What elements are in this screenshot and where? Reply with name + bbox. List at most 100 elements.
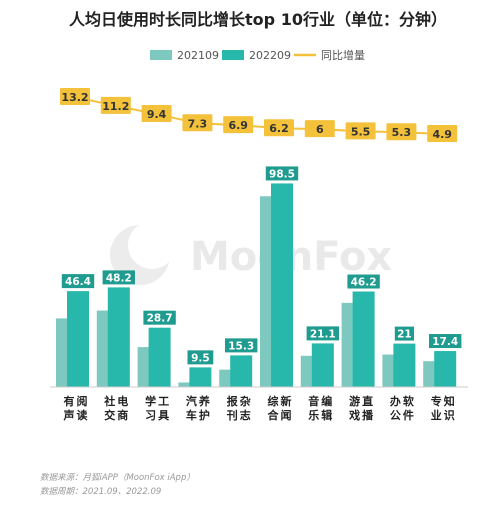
category-char: 养 bbox=[198, 394, 211, 408]
bar-202209 bbox=[271, 183, 293, 387]
growth-marker bbox=[264, 119, 294, 137]
bar-202109 bbox=[137, 347, 151, 387]
value-label: 46.4 bbox=[65, 276, 91, 288]
category-char: 工 bbox=[158, 395, 169, 408]
category-group: 48.2 bbox=[96, 270, 135, 387]
category-group: 9.5 bbox=[178, 350, 214, 387]
bar-202109 bbox=[96, 310, 110, 387]
value-label-bg bbox=[394, 326, 414, 341]
category-char: 有 bbox=[64, 394, 75, 408]
growth-marker bbox=[100, 96, 131, 114]
value-label: 15.3 bbox=[228, 340, 254, 352]
category-char: 护 bbox=[199, 408, 210, 422]
value-label: 21.1 bbox=[310, 328, 336, 340]
category-char: 合 bbox=[268, 408, 280, 422]
value-label-bg bbox=[265, 166, 299, 181]
bar-202109 bbox=[56, 318, 69, 387]
category-char: 交 bbox=[104, 408, 115, 422]
footnote-period: 数据周期：2021.09、2022.09 bbox=[40, 486, 161, 497]
bar-202209 bbox=[230, 355, 253, 387]
category-group: 28.7 bbox=[137, 310, 176, 387]
bar-202209 bbox=[67, 291, 89, 387]
footnotes: 数据来源：月狐iAPP（MoonFox iApp） 数据周期：2021.09、2… bbox=[40, 472, 195, 497]
growth-value: 7.3 bbox=[188, 117, 208, 130]
category-char: 编 bbox=[321, 394, 332, 408]
value-label-bg bbox=[187, 350, 214, 365]
growth-value: 5.5 bbox=[351, 125, 371, 138]
legend: 202109 202209 同比增量 bbox=[150, 48, 365, 62]
growth-value: 6.9 bbox=[228, 119, 248, 132]
category-char: 件 bbox=[403, 408, 414, 422]
legend-label-curr: 202209 bbox=[249, 49, 291, 62]
growth-value: 5.3 bbox=[392, 126, 412, 139]
legend-label-growth: 同比增量 bbox=[321, 48, 365, 62]
bar-202109 bbox=[260, 196, 273, 387]
bar-202209 bbox=[148, 327, 171, 387]
growth-value: 11.2 bbox=[102, 100, 129, 113]
growth-line-layer: 13.2 11.2 9.4 7.3 6.9 6.2 6 5.5 5.3 4.9 bbox=[60, 88, 458, 142]
category-group: 21.1 bbox=[300, 326, 339, 387]
bars-layer: 46.4 48.2 28.7 9.5 15.3 98.5 21.1 46.2 21 17.4 bbox=[56, 166, 462, 387]
legend-item-curr: 202209 bbox=[222, 49, 291, 62]
category-group: 17.4 bbox=[423, 334, 462, 387]
category-group: 46.4 bbox=[56, 274, 95, 387]
category-char: 商 bbox=[117, 408, 128, 422]
growth-marker bbox=[386, 123, 417, 141]
category-char: 报 bbox=[227, 394, 239, 408]
value-label-bg bbox=[347, 274, 380, 289]
category-char: 车 bbox=[186, 408, 197, 422]
growth-value: 13.2 bbox=[61, 91, 88, 104]
growth-marker bbox=[141, 104, 172, 122]
value-label: 17.4 bbox=[432, 336, 458, 348]
bar-202209 bbox=[311, 343, 334, 387]
bar-202109 bbox=[219, 369, 233, 387]
value-label: 9.5 bbox=[191, 352, 210, 364]
value-label: 46.2 bbox=[351, 277, 377, 289]
category-char: 习 bbox=[145, 409, 156, 422]
category-group: 98.5 bbox=[260, 166, 299, 387]
growth-line bbox=[74, 96, 443, 135]
bar-202209 bbox=[107, 287, 130, 387]
category-char: 专 bbox=[431, 394, 442, 408]
category-char: 戏 bbox=[348, 408, 360, 422]
category-group: 46.2 bbox=[341, 274, 380, 387]
growth-marker bbox=[182, 114, 213, 132]
growth-value: 9.4 bbox=[147, 108, 167, 121]
category-char: 志 bbox=[240, 408, 251, 422]
category-char: 综 bbox=[268, 394, 279, 408]
value-label: 48.2 bbox=[106, 272, 132, 284]
category-char: 业 bbox=[431, 408, 442, 422]
watermark-logo-inner bbox=[128, 221, 176, 269]
growth-value: 6 bbox=[316, 123, 324, 136]
value-label: 98.5 bbox=[269, 168, 295, 180]
category-char: 知 bbox=[443, 394, 455, 408]
category-char: 社 bbox=[103, 394, 115, 408]
category-char: 辑 bbox=[321, 408, 332, 422]
category-char: 音 bbox=[308, 394, 319, 408]
category-group: 15.3 bbox=[219, 338, 258, 387]
category-char: 杂 bbox=[240, 394, 251, 408]
bar-202109 bbox=[178, 382, 192, 387]
category-char: 播 bbox=[362, 408, 374, 422]
category-char: 直 bbox=[362, 394, 373, 408]
category-char: 刊 bbox=[227, 409, 238, 422]
category-char: 公 bbox=[390, 409, 401, 422]
value-label-bg bbox=[306, 326, 339, 341]
category-char: 学 bbox=[145, 394, 156, 408]
value-label-bg bbox=[61, 274, 95, 289]
growth-marker bbox=[60, 88, 90, 105]
category-group: 21 bbox=[382, 326, 416, 387]
bar-202209 bbox=[189, 367, 212, 387]
value-label: 28.7 bbox=[147, 313, 173, 325]
legend-swatch-prev bbox=[150, 50, 172, 60]
category-char: 声 bbox=[63, 408, 75, 422]
